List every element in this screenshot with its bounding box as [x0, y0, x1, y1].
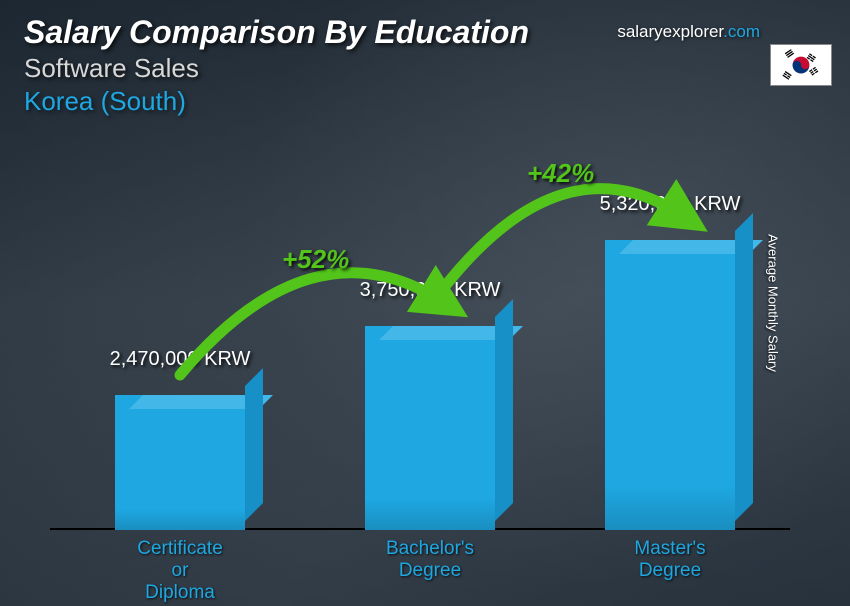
watermark-domain: .com	[723, 22, 760, 41]
bar-front	[115, 395, 245, 530]
bar: 3,750,000 KRW	[365, 326, 495, 530]
bar-chart: 2,470,000 KRWCertificate or Diploma3,750…	[50, 150, 790, 584]
bar-side	[735, 213, 753, 521]
bar-value: 2,470,000 KRW	[110, 348, 251, 371]
flag-icon	[770, 44, 832, 86]
bar-side	[245, 368, 263, 521]
bar-label: Bachelor's Degree	[386, 538, 474, 582]
bar-value: 5,320,000 KRW	[600, 193, 741, 216]
bar: 2,470,000 KRW	[115, 395, 245, 530]
increase-label: +42%	[527, 158, 594, 189]
bar-side	[495, 299, 513, 521]
location-label: Korea (South)	[24, 86, 529, 117]
bar-value: 3,750,000 KRW	[360, 279, 501, 302]
bar: 5,320,000 KRW	[605, 240, 735, 530]
bar-label: Certificate or Diploma	[137, 538, 223, 604]
job-subtitle: Software Sales	[24, 53, 529, 84]
increase-label: +52%	[282, 244, 349, 275]
bar-front	[365, 326, 495, 530]
watermark: salaryexplorer.com	[617, 22, 760, 42]
header: Salary Comparison By Education Software …	[24, 14, 529, 117]
page-title: Salary Comparison By Education	[24, 14, 529, 51]
bar-front	[605, 240, 735, 530]
watermark-brand: salaryexplorer	[617, 22, 723, 41]
bar-label: Master's Degree	[634, 538, 705, 582]
